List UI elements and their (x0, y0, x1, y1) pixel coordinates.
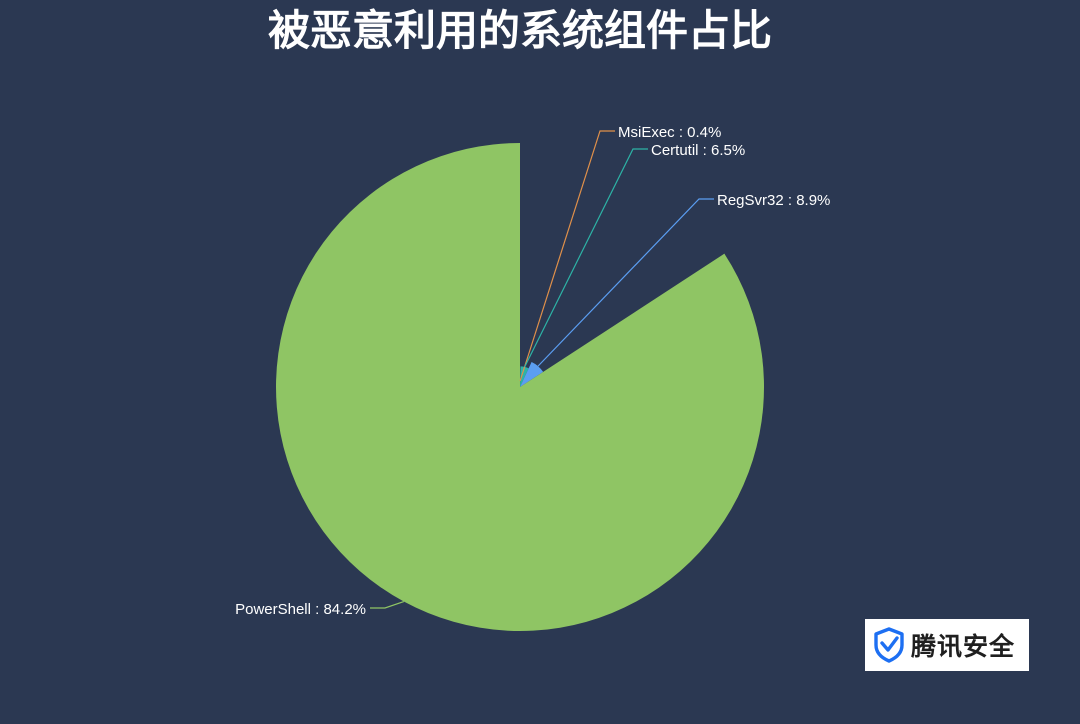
pie-slice-certutil[interactable] (520, 366, 529, 387)
pie-slices (276, 143, 765, 631)
slice-label-msiexec: MsiExec : 0.4% (618, 124, 721, 141)
slice-label-regsvr32: RegSvr32 : 8.9% (717, 192, 830, 209)
chart-title: 被恶意利用的系统组件占比 (267, 6, 772, 55)
brand-logo: 腾讯安全 (865, 619, 1029, 671)
brand-name: 腾讯安全 (911, 632, 1016, 661)
shield-check-icon (874, 627, 904, 663)
leader-line-regsvr32 (537, 198, 714, 367)
leader-line-msiexec (519, 130, 615, 382)
leader-line-certutil (524, 148, 648, 368)
slice-labels: MsiExec : 0.4%Certutil : 6.5% RegSvr32 : … (235, 124, 830, 618)
slice-label-powershell: PowerShell : 84.2% (235, 601, 366, 618)
label-leaders (370, 130, 714, 609)
pie-slice-regsvr32[interactable] (520, 361, 544, 387)
slice-label-certutil: Certutil : 6.5% (651, 142, 745, 159)
leader-line-powershell (370, 600, 404, 609)
pie-slice-powershell[interactable] (276, 143, 765, 631)
